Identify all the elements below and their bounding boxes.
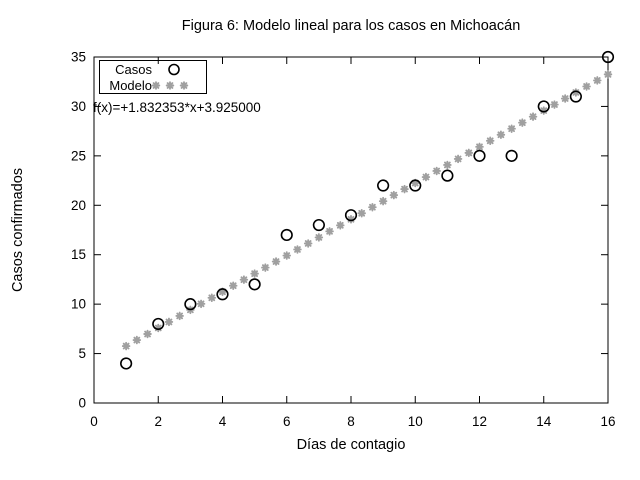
casos-point xyxy=(216,288,229,301)
y-tick-label: 25 xyxy=(71,148,86,163)
casos-point xyxy=(312,218,325,232)
x-tick-label: 16 xyxy=(600,414,615,429)
casos-point xyxy=(184,298,197,311)
casos-point xyxy=(441,169,454,182)
x-tick-label: 0 xyxy=(90,414,98,429)
plot-area: 0 2 4 6 8 10 12 14 16 0 5 10 15 20 25 30 35 xyxy=(71,50,616,430)
casos-point xyxy=(344,209,358,222)
x-tick-label: 12 xyxy=(472,414,487,429)
x-tick-label: 2 xyxy=(154,414,162,429)
x-tick-label: 6 xyxy=(283,414,291,429)
casos-point xyxy=(120,357,133,370)
y-tick-label: 5 xyxy=(78,346,86,361)
modelo-points xyxy=(121,70,613,351)
legend: Casos Modelo xyxy=(109,62,152,93)
chart-title: Figura 6: Modelo lineal para los casos e… xyxy=(182,18,521,34)
casos-point xyxy=(473,149,486,162)
y-axis-label: Casos confirmados xyxy=(10,168,26,292)
fit-equation-label: f(x)=+1.832353*x+3.925000 xyxy=(93,100,261,115)
y-tick-label: 30 xyxy=(71,99,86,114)
legend-box xyxy=(99,60,207,94)
legend-marker-modelo xyxy=(151,81,189,90)
casos-point xyxy=(569,90,582,103)
x-tick-label: 4 xyxy=(219,414,227,429)
legend-label-casos: Casos xyxy=(115,62,152,77)
x-axis-label: Días de contagio xyxy=(297,437,406,453)
y-tick-label: 20 xyxy=(71,198,86,213)
casos-point xyxy=(537,100,550,113)
x-tick-label: 8 xyxy=(347,414,355,429)
casos-point xyxy=(505,149,518,162)
casos-point xyxy=(601,50,615,64)
y-tick-label: 10 xyxy=(71,297,86,312)
y-tick-label: 35 xyxy=(71,50,86,65)
x-tick-label: 14 xyxy=(536,414,552,429)
casos-point xyxy=(377,179,390,192)
casos-point xyxy=(248,278,261,291)
y-tick-label: 15 xyxy=(71,247,86,262)
legend-label-modelo: Modelo xyxy=(109,78,152,93)
legend-marker-casos xyxy=(168,63,180,76)
x-tick-label: 10 xyxy=(408,414,423,429)
y-tick-label: 0 xyxy=(78,396,86,411)
casos-point xyxy=(280,228,293,242)
casos-point xyxy=(409,179,422,192)
casos-point xyxy=(152,317,165,331)
